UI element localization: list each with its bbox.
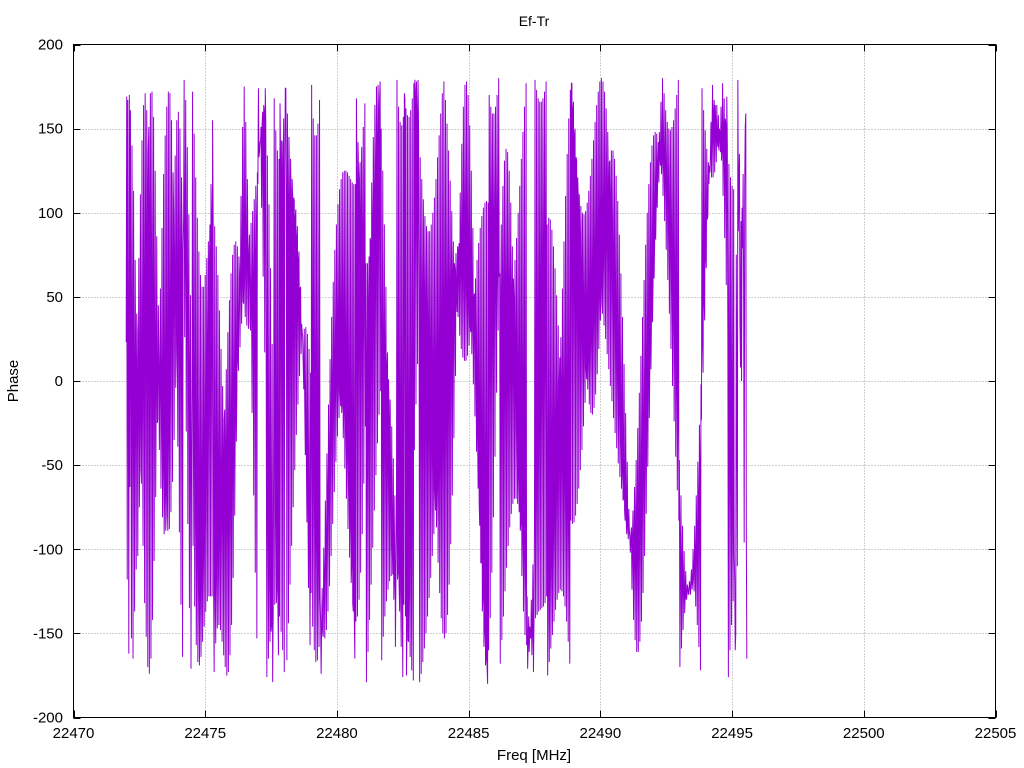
x-tick-label: 22485 xyxy=(448,725,490,742)
x-axis-title: Freq [MHz] xyxy=(497,747,571,764)
x-tick-label: 22500 xyxy=(843,725,885,742)
chart-title: Ef-Tr xyxy=(519,13,550,29)
y-tick-label: 100 xyxy=(38,205,63,222)
x-tick-label: 22495 xyxy=(711,725,753,742)
y-tick-label: 0 xyxy=(55,373,63,390)
y-tick-label: 150 xyxy=(38,121,63,138)
x-tick-label: 22475 xyxy=(184,725,226,742)
y-tick-label: -200 xyxy=(33,710,63,727)
y-tick-label: 50 xyxy=(46,289,63,306)
x-tick-label: 22480 xyxy=(316,725,358,742)
y-tick-label: -100 xyxy=(33,541,63,558)
axis-ticks xyxy=(73,44,997,719)
series-line xyxy=(125,78,748,684)
x-tick-label: 22470 xyxy=(53,725,95,742)
y-tick-label: -150 xyxy=(33,625,63,642)
x-tick-label: 22505 xyxy=(975,725,1017,742)
x-tick-label: 22490 xyxy=(579,725,621,742)
y-tick-label: -50 xyxy=(41,457,63,474)
series-layer xyxy=(125,78,748,684)
y-axis-title: Phase xyxy=(5,360,22,403)
y-tick-label: 200 xyxy=(38,37,63,54)
tick-labels: 22470 22475 22480 22485 22490 22495 22500 22505… xyxy=(33,37,1016,743)
